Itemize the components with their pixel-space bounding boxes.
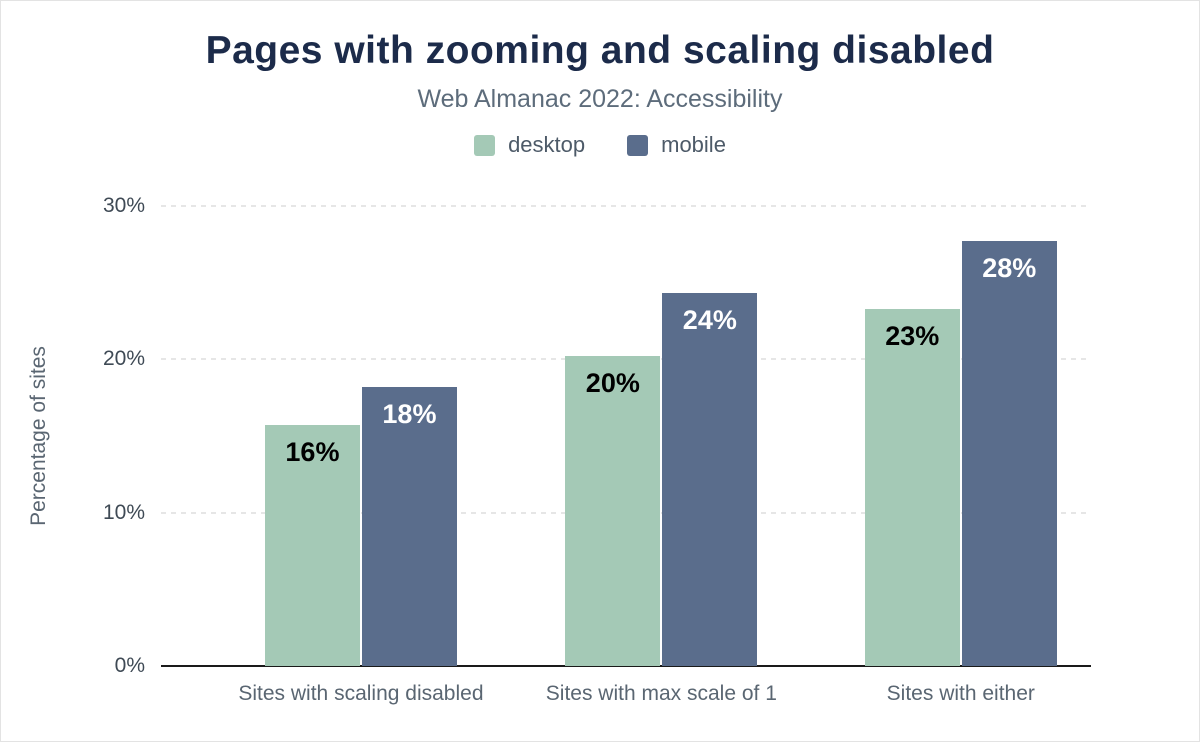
chart-subtitle: Web Almanac 2022: Accessibility [417, 85, 783, 113]
bar-group: 23% 28% [864, 206, 1057, 666]
bar-value-label: 24% [682, 305, 737, 336]
y-tick-label: 10% [102, 500, 145, 524]
bar-value-label: 20% [585, 368, 640, 399]
x-axis-label: Sites with scaling disabled [238, 682, 484, 705]
bar-desktop-1: 16% [264, 425, 360, 666]
x-axis-label: Sites with either [886, 682, 1035, 705]
bar-desktop-2: 20% [565, 356, 661, 666]
bar-value-label: 23% [885, 320, 940, 351]
legend-label-desktop: desktop [508, 132, 586, 157]
chart-area: Percentage of sites 0% 10% 20% 30% 16% 18% Sit… [27, 194, 1091, 705]
bar-value-label: 28% [982, 253, 1037, 284]
bar-value-label: 18% [382, 398, 437, 429]
legend-swatch-desktop-icon [474, 134, 496, 156]
bar-mobile-2: 24% [662, 293, 758, 666]
y-tick-label: 20% [102, 347, 145, 371]
plot-area: 0% 10% 20% 30% 16% 18% Sites with scaling disa… [103, 194, 1091, 705]
legend-item-desktop: desktop [474, 132, 585, 158]
gridline [161, 205, 1091, 207]
bar-desktop-3: 23% [864, 308, 960, 666]
legend-item-mobile: mobile [627, 132, 726, 158]
y-tick-label: 0% [114, 654, 145, 677]
bar-mobile-1: 18% [361, 386, 457, 666]
y-axis-title: Percentage of sites [27, 346, 50, 526]
bar-value-label: 16% [285, 437, 340, 468]
legend-label-mobile: mobile [661, 132, 726, 157]
y-tick-label: 30% [102, 194, 145, 217]
bar-group: 16% 18% [264, 206, 457, 666]
legend: desktop mobile [1, 132, 1199, 158]
chart-title: Pages with zooming and scaling disabled [205, 29, 995, 72]
bar-group: 20% 24% [565, 206, 758, 666]
bar-mobile-3: 28% [961, 241, 1057, 666]
x-axis-label: Sites with max scale of 1 [545, 682, 777, 705]
legend-swatch-mobile-icon [627, 134, 649, 156]
x-axis-line [161, 665, 1091, 667]
